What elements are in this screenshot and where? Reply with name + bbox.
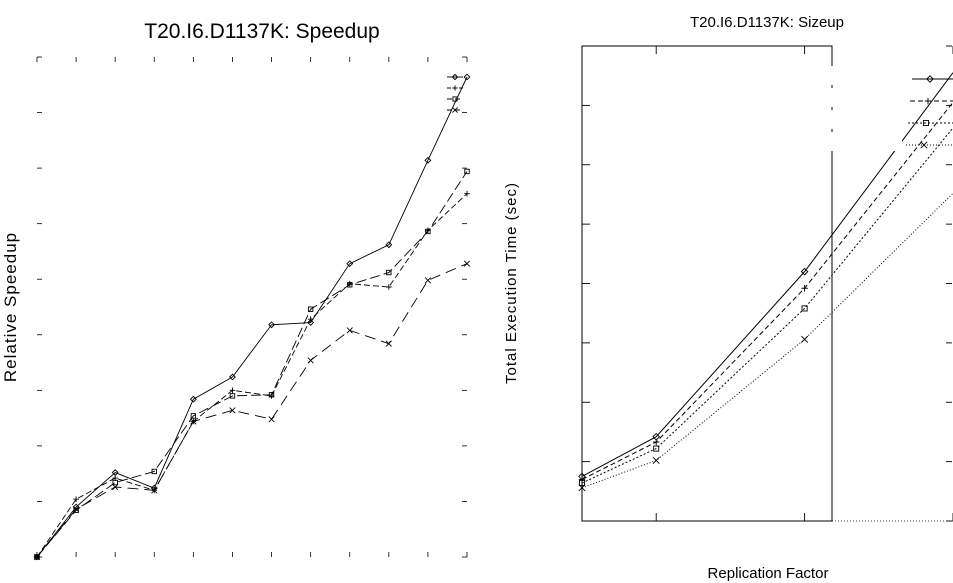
data-point <box>73 496 79 503</box>
data-point <box>424 156 432 164</box>
data-point <box>347 282 353 288</box>
legend-entry-par-maxeclat <box>447 85 463 91</box>
data-point <box>190 418 197 425</box>
data-point <box>72 506 80 513</box>
series-par-clique <box>578 127 953 487</box>
series-line <box>581 72 953 477</box>
legend-entry-par-eclat <box>806 66 953 85</box>
series-par-eclat <box>578 72 953 481</box>
legend-marker <box>920 141 928 149</box>
data-point <box>801 285 808 292</box>
series-par-eclat <box>33 73 471 561</box>
data-point <box>463 260 471 267</box>
data-point <box>386 284 392 290</box>
legend-label-bg <box>802 110 904 129</box>
legend-label-bg <box>804 88 906 107</box>
speedup-series-lines <box>33 73 471 561</box>
data-point <box>268 416 275 423</box>
data-point <box>463 73 471 81</box>
series-par-maxeclat <box>578 102 953 483</box>
data-point <box>464 190 470 197</box>
legend-label-bg <box>806 66 908 85</box>
data-point <box>385 340 392 347</box>
speedup-chart: T20.I6.D1137K: Speedup Relative Speedup <box>1 20 471 561</box>
speedup-y-axis-label: Relative Speedup <box>1 232 20 382</box>
legend-marker <box>452 96 458 102</box>
data-point <box>189 395 197 403</box>
legend-entry-par-clique <box>802 110 953 129</box>
data-point <box>386 269 392 276</box>
data-point <box>578 479 586 487</box>
series-par-clique <box>34 168 470 560</box>
series-par-maxeclat <box>34 190 470 560</box>
legend-marker <box>924 97 932 105</box>
legend-label-bg <box>800 132 902 151</box>
sizeup-series-lines <box>578 72 953 492</box>
series-line <box>581 192 953 489</box>
data-point <box>464 168 470 175</box>
data-point <box>33 553 41 561</box>
data-point <box>424 277 432 284</box>
sizeup-chart: T20.I6.D1137K: Sizeup Total Execution Ti… <box>503 14 953 582</box>
legend-marker <box>922 119 930 127</box>
series-par-maxclique <box>578 192 953 492</box>
data-point <box>34 554 40 560</box>
legend-marker <box>452 85 458 91</box>
legend-entry-par-eclat <box>447 73 463 81</box>
data-point <box>229 407 236 414</box>
series-line <box>581 127 953 484</box>
data-point <box>346 260 354 268</box>
data-point <box>385 241 393 249</box>
data-point <box>268 392 275 398</box>
sizeup-axes <box>581 45 953 522</box>
sizeup-legend <box>800 66 953 151</box>
data-point <box>578 472 586 481</box>
data-point <box>346 327 353 334</box>
sizeup-chart-title: T20.I6.D1137K: Sizeup <box>690 14 844 31</box>
data-point <box>578 476 586 483</box>
series-line <box>36 171 468 558</box>
speedup-chart-title: T20.I6.D1137K: Speedup <box>144 20 379 43</box>
sizeup-x-axis-label: Replication Factor <box>708 565 829 582</box>
data-point <box>229 373 236 381</box>
data-point <box>653 438 660 446</box>
legend-entry-par-maxclique <box>447 107 463 113</box>
data-point <box>578 484 586 492</box>
data-point <box>73 507 79 514</box>
data-point <box>652 432 661 441</box>
series-par-maxclique <box>33 260 471 561</box>
data-point <box>111 469 119 476</box>
data-point <box>112 483 119 491</box>
legend-marker <box>452 107 458 113</box>
data-point <box>307 306 314 312</box>
data-point <box>151 468 157 475</box>
legend-marker <box>926 75 934 83</box>
data-point <box>653 445 660 452</box>
legend-entry-par-maxclique <box>800 132 953 151</box>
data-point <box>307 357 314 364</box>
data-point <box>151 487 158 494</box>
series-line <box>581 102 953 480</box>
series-line <box>36 263 468 558</box>
series-line <box>36 76 468 558</box>
data-point <box>801 305 808 312</box>
data-point <box>307 316 314 323</box>
legend-entry-par-clique <box>447 96 463 102</box>
data-point <box>229 387 236 394</box>
legend-entry-par-maxeclat <box>804 88 953 107</box>
data-point <box>801 335 809 343</box>
data-point <box>229 393 236 399</box>
data-point <box>112 479 118 486</box>
sizeup-y-axis-label: Total Execution Time (sec) <box>503 182 520 384</box>
data-point <box>190 413 197 419</box>
data-point <box>652 456 660 464</box>
speedup-axes <box>36 56 468 558</box>
data-point <box>425 228 431 235</box>
data-point <box>800 267 809 276</box>
data-point <box>268 321 275 329</box>
series-line <box>36 193 468 558</box>
speedup-legend <box>447 73 463 113</box>
legend-marker <box>451 73 459 81</box>
